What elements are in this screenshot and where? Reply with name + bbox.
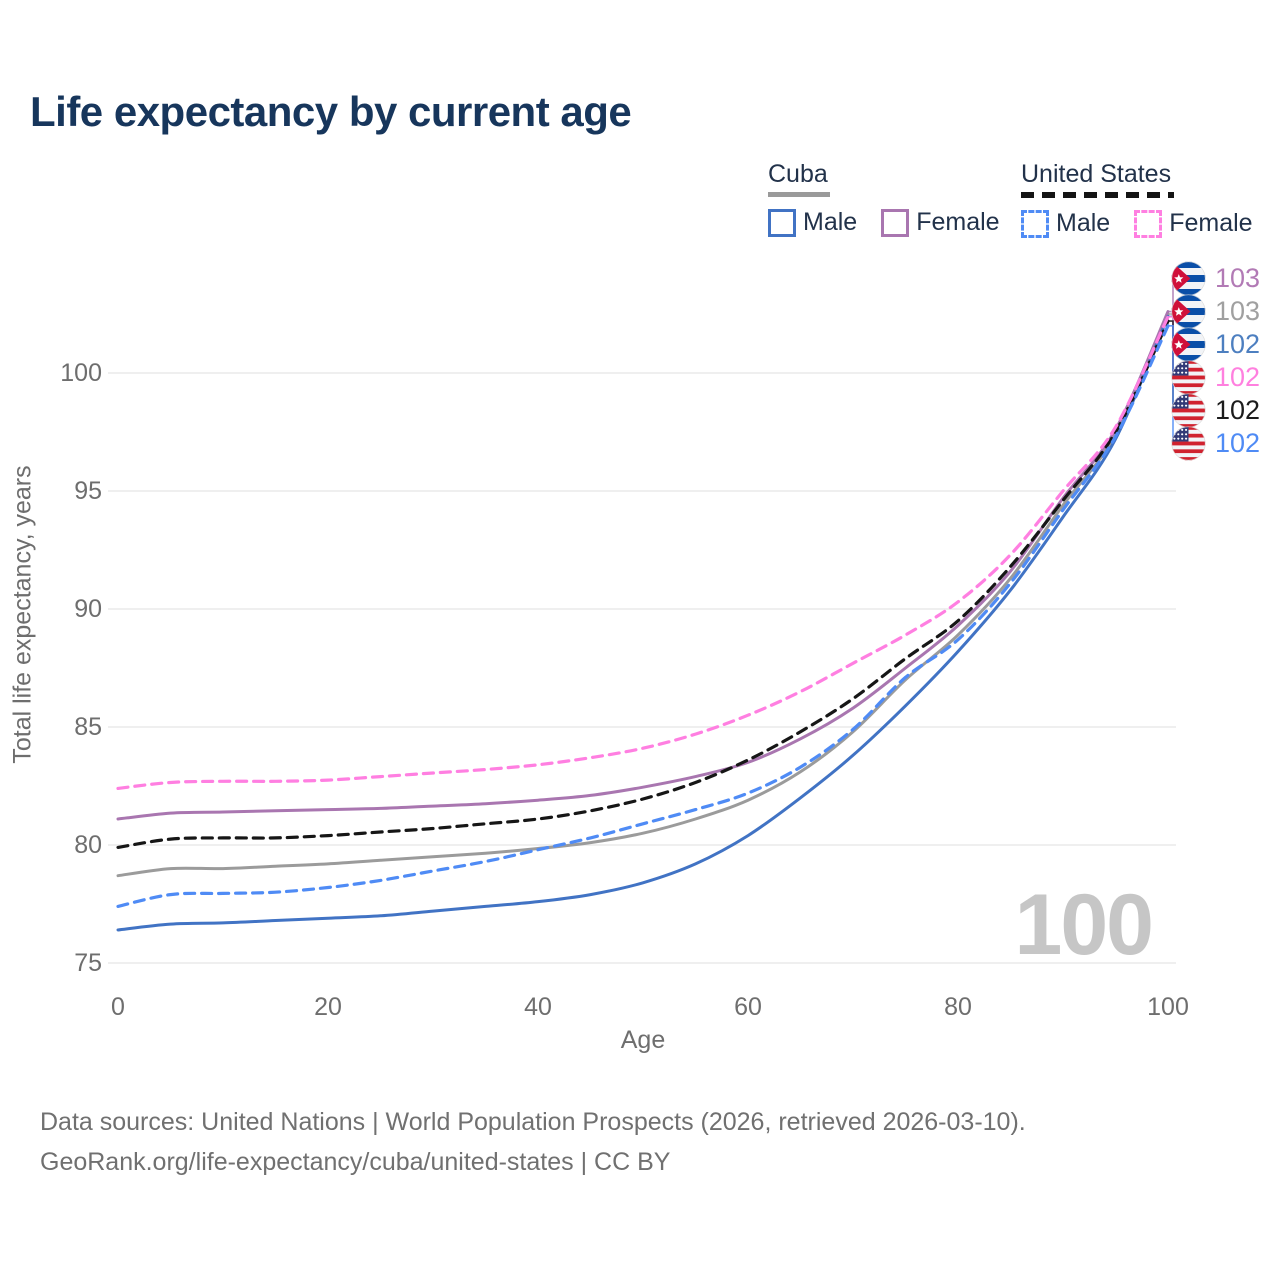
us-flag-icon	[1171, 392, 1206, 428]
data-source-note: Data sources: United Nations | World Pop…	[40, 1108, 1026, 1136]
series-line-cuba-both-sexes	[116, 312, 1170, 878]
cuba-solid-line-sample	[768, 192, 830, 197]
age-watermark: 100	[1014, 877, 1155, 973]
attribution-link: GeoRank.org/life-expectancy/cuba/united-…	[40, 1148, 671, 1176]
cuba-flag-icon	[1171, 260, 1206, 296]
cuba-flag-icon	[1171, 293, 1206, 329]
legend-group-cuba: Cuba Male Female	[768, 160, 1000, 237]
page-title: Life expectancy by current age	[30, 88, 632, 135]
end-label-value: 102	[1215, 328, 1261, 359]
legend-item-label: Female	[916, 208, 1000, 236]
us-male-swatch-icon	[1021, 209, 1049, 238]
end-label-row: 102	[1171, 392, 1261, 428]
legend-group-cuba-label: Cuba	[768, 160, 828, 188]
end-label-value: 103	[1215, 295, 1261, 326]
x-tick-label: 40	[524, 993, 552, 1021]
x-axis-title: Age	[620, 1026, 666, 1054]
cuba-male-swatch-icon	[768, 208, 796, 237]
us-female-swatch-icon	[1134, 209, 1163, 238]
us-dashed-line-sample	[1021, 192, 1174, 198]
x-tick-label: 20	[314, 993, 342, 1021]
legend-item-us-male[interactable]: Male	[1021, 209, 1110, 238]
end-label-row: 102	[1171, 326, 1261, 362]
series-line-united-states-female	[116, 315, 1170, 790]
legend-item-us-female[interactable]: Female	[1134, 209, 1253, 238]
us-flag-icon	[1171, 425, 1206, 461]
end-label-value: 103	[1215, 262, 1261, 293]
cuba-flag-icon	[1171, 326, 1206, 362]
end-label-value: 102	[1215, 394, 1261, 425]
end-label-value: 102	[1215, 427, 1261, 458]
us-flag-icon	[1171, 359, 1206, 395]
series-line-united-states-both-sexes	[116, 319, 1170, 849]
end-label-row: 102	[1171, 359, 1261, 395]
y-tick-label: 75	[74, 949, 102, 977]
y-tick-label: 90	[74, 595, 102, 623]
cuba-female-swatch-icon	[881, 208, 910, 237]
x-tick-label: 100	[1147, 993, 1189, 1021]
y-tick-label: 85	[74, 713, 102, 741]
legend-item-label: Female	[1169, 209, 1253, 237]
legend-item-cuba-female[interactable]: Female	[881, 208, 1000, 237]
legend-item-label: Male	[803, 208, 858, 236]
y-tick-label: 95	[74, 477, 102, 505]
legend-item-label: Male	[1056, 209, 1111, 237]
end-label-row: 103	[1171, 260, 1261, 296]
series-line-united-states-male	[116, 324, 1170, 908]
y-tick-label: 80	[74, 831, 102, 859]
x-tick-label: 0	[111, 993, 125, 1021]
x-tick-label: 60	[734, 993, 762, 1021]
y-tick-label: 100	[60, 359, 102, 387]
end-label-value: 102	[1215, 361, 1261, 392]
x-tick-label: 80	[944, 993, 972, 1021]
end-label-row: 102	[1171, 425, 1261, 461]
legend-item-cuba-male[interactable]: Male	[768, 208, 857, 237]
y-axis-title: Total life expectancy, years	[8, 465, 37, 764]
series-line-cuba-male	[116, 314, 1170, 932]
legend-group-us-label: United States	[1021, 160, 1172, 188]
series-line-cuba-female	[116, 310, 1170, 821]
legend-group-united-states: United States Male Female	[1021, 160, 1253, 238]
end-label-row: 103	[1171, 293, 1261, 329]
